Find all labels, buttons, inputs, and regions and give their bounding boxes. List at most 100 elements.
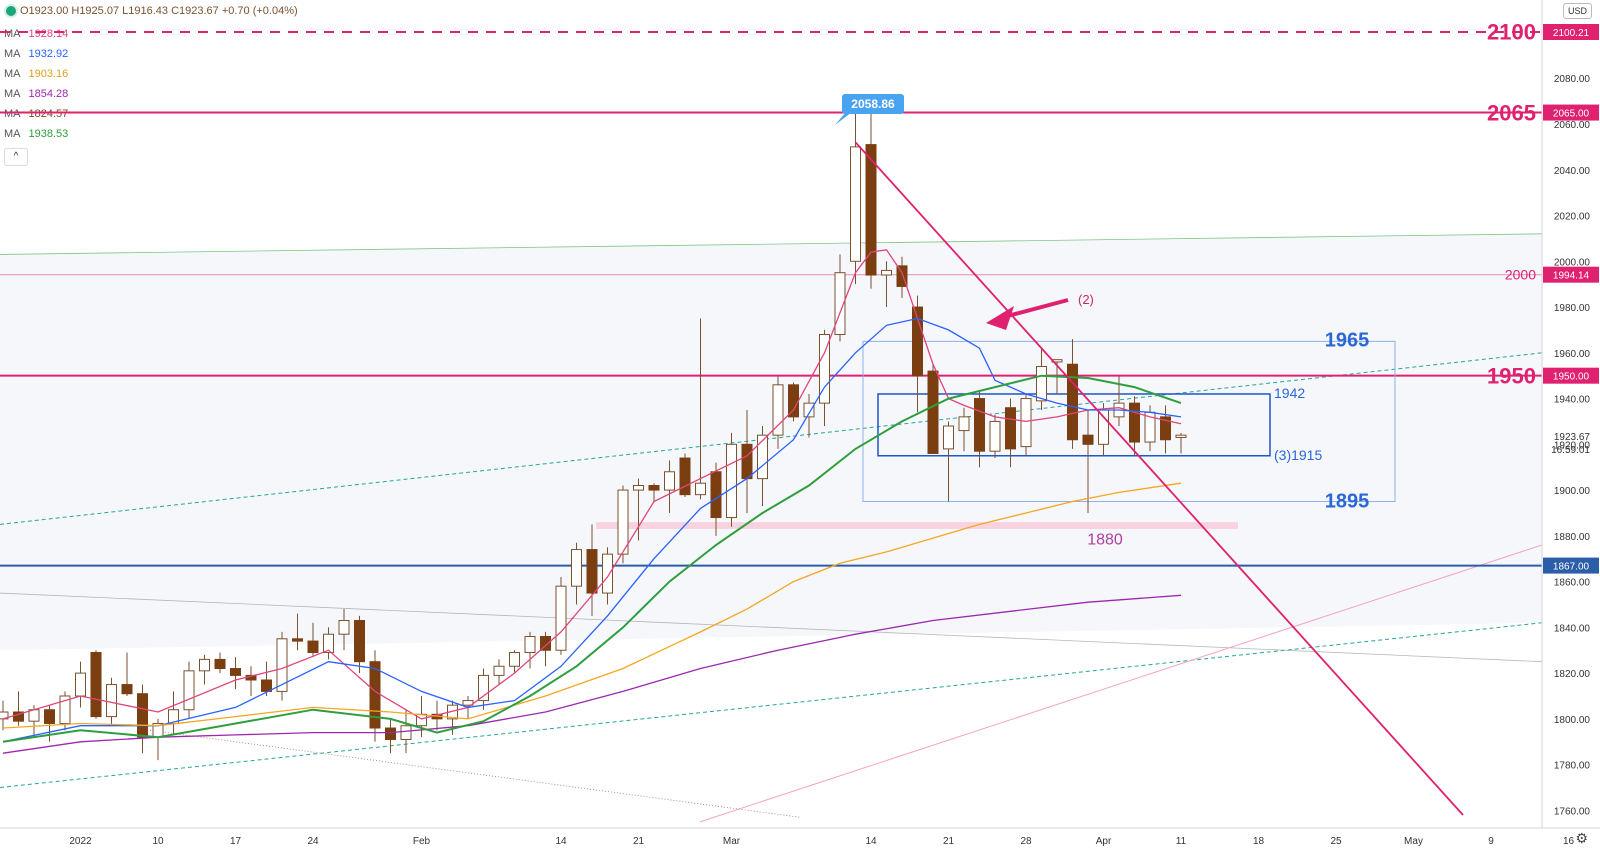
time-axis-tick-label: 14 [555,836,567,847]
candle [1020,393,1032,456]
candle-body-down [679,457,691,496]
price-tag-label-2: 1994.14 [1553,271,1590,282]
symbol-status-icon [6,6,16,16]
time-axis-tick-label: 10 [152,836,164,847]
candle-body-down [710,471,722,519]
candle [726,432,737,527]
candle-body-down [214,658,226,670]
candle [121,652,133,696]
price-axis-tick-label: 1860.00 [1554,578,1591,589]
price-tag-label-3: 1950.00 [1553,372,1590,383]
level-label-2065: 2065 [1487,100,1536,125]
candle-body-up [400,725,412,740]
candle-body-up [633,485,644,491]
candle-body-up [493,665,505,676]
ohlc-values: O1923.00 H1925.07 L1916.43 C1923.67 +0.7… [20,5,298,17]
moving-average-line-3 [2,482,1182,729]
candle [307,622,319,658]
candle [555,577,567,655]
candle [338,609,350,651]
candle-body-down [13,711,24,722]
level-label-1950: 1950 [1487,363,1536,388]
price-tag-box-4 [1543,557,1599,574]
candle-body-up [555,585,567,651]
candle [834,254,846,342]
price-tag-label-0: 2100.21 [1553,28,1590,39]
currency-button[interactable]: USD [1562,3,1592,19]
support-zone-label: 1880 [1087,532,1123,549]
legend-row-ma2[interactable]: MA 1932.92 [4,44,68,64]
candle-body-down [121,684,133,695]
candle-body-down [1082,434,1094,445]
candle-body-up [881,269,892,276]
candle-body-down [261,679,272,692]
candle [183,661,195,719]
legend-ma2-value: 1932.92 [28,48,69,60]
candle [292,613,303,651]
candle [1129,396,1140,456]
candle [664,460,675,513]
candle [1036,348,1047,410]
price-tag-label-1: 2065.00 [1553,109,1590,120]
candle-body-down [912,306,923,377]
candle-body-down [741,443,753,480]
candle-body-up [819,333,830,404]
box-outer-top-label: 1965 [1325,329,1370,351]
candle [369,650,381,742]
price-axis-tick-label: 1960.00 [1554,349,1591,360]
price-tag-label-4: 1867.00 [1553,562,1590,573]
legend-row-ma4[interactable]: MA 1854.28 [4,84,68,104]
candle-body-up [757,434,768,480]
candle [478,668,489,710]
candle [679,453,691,497]
legend-collapse-button[interactable]: ^ [4,148,28,166]
candle-body-up [803,402,815,418]
trend-channel-shade [0,233,1542,651]
support-zone-1880 [596,522,1238,529]
candle [1175,432,1187,454]
candle [571,542,582,605]
legend-row-ma3[interactable]: MA 1903.16 [4,64,68,84]
time-axis-tick-label: 24 [307,836,319,847]
legend-ma5-value: 1824.57 [28,108,69,120]
legend-row-ma6[interactable]: MA 1938.53 [4,124,68,144]
candle-body-down [648,485,660,491]
price-tag-box-2 [1543,266,1599,283]
settings-gear-icon[interactable]: ⚙ [1575,830,1588,846]
price-axis-tick-label: 1880.00 [1554,532,1591,543]
candle-body-up [1175,434,1187,438]
candle-body-up [524,636,536,654]
candle-body-up [602,553,613,594]
ohlc-header: O1923.00 H1925.07 L1916.43 C1923.67 +0.7… [0,0,298,22]
price-axis-tick-label: 1780.00 [1554,761,1591,772]
candle [493,659,505,685]
legend-ma6-value: 1938.53 [28,128,69,140]
time-axis-tick-label: 2022 [69,836,92,847]
candle-body-down [927,370,939,454]
moving-average-line-2 [2,317,1182,743]
time-axis-tick-label: 9 [1488,836,1494,847]
peak-callout-box [842,94,904,114]
candle [323,627,334,660]
candle [230,657,241,690]
time-axis-tick-label: 25 [1330,836,1342,847]
candle-body-down [292,638,303,642]
time-axis-tick-label: 11 [1176,836,1187,847]
candle [989,414,1001,459]
candle-body-down [865,144,877,276]
candle-body-down [1005,407,1016,450]
candle [168,691,179,735]
candle [788,382,799,422]
time-axis-tick-label: 18 [1253,836,1265,847]
candle-body-down [385,727,396,740]
legend-row-ma5[interactable]: MA 1824.57 [4,104,68,124]
candle-body-up [199,658,210,672]
candle [881,261,892,308]
moving-average-line-1 [2,249,1182,720]
candle-body-up [834,272,846,335]
candle [912,295,923,413]
price-axis-tick-label: 1800.00 [1554,715,1591,726]
candle [943,421,954,502]
candle-body-up [1036,366,1047,402]
